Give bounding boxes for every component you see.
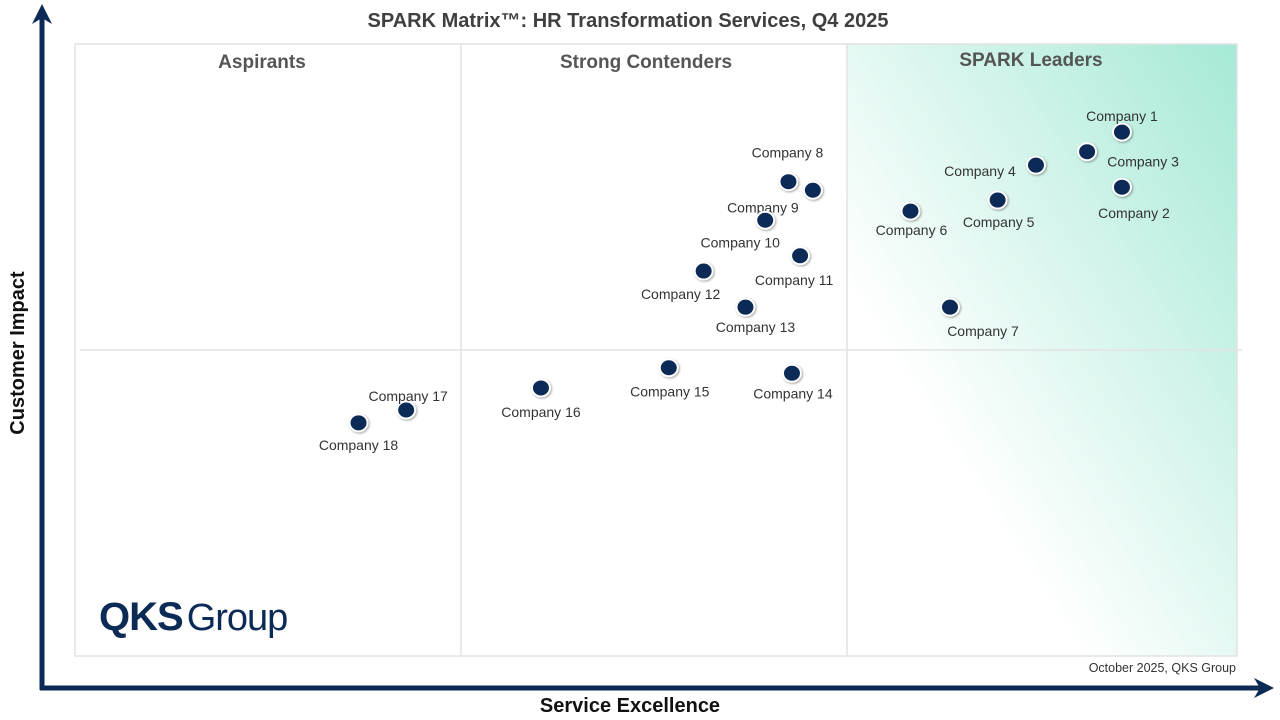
data-point-label: Company 1 xyxy=(1086,108,1158,124)
data-point xyxy=(755,210,776,230)
footnote: October 2025, QKS Group xyxy=(1089,661,1236,675)
data-point-label: Company 18 xyxy=(319,437,399,453)
logo-brand-light: Group xyxy=(187,597,288,639)
data-point xyxy=(348,413,369,433)
y-axis-label: Customer Impact xyxy=(7,271,29,435)
data-point-label: Company 3 xyxy=(1107,154,1179,170)
data-point-label: Company 16 xyxy=(501,404,581,420)
data-point xyxy=(778,172,799,192)
data-point-label: Company 12 xyxy=(641,286,721,302)
data-point xyxy=(658,358,679,378)
x-axis-label: Service Excellence xyxy=(540,695,720,717)
data-point xyxy=(530,378,551,398)
data-point-label: Company 5 xyxy=(963,214,1035,230)
data-point xyxy=(900,201,921,221)
data-point-label: Company 10 xyxy=(701,234,781,250)
data-point xyxy=(939,297,960,317)
data-point xyxy=(781,363,802,383)
chart-title: SPARK Matrix™: HR Transformation Service… xyxy=(368,10,889,32)
data-point-label: Company 15 xyxy=(630,384,710,400)
data-point xyxy=(396,400,417,420)
data-point xyxy=(1025,155,1046,175)
data-point xyxy=(790,246,811,266)
data-point-label: Company 6 xyxy=(876,222,948,238)
data-point-label: Company 9 xyxy=(727,199,799,215)
data-point-label: Company 14 xyxy=(753,385,833,401)
data-point xyxy=(802,180,823,200)
data-point xyxy=(987,190,1008,210)
data-point-label: Company 17 xyxy=(368,388,448,404)
data-point xyxy=(693,261,714,281)
data-point-label: Company 7 xyxy=(947,323,1019,339)
data-point-label: Company 11 xyxy=(755,272,834,288)
qks-group-logo: QKS Group xyxy=(99,595,288,639)
quadrant-label-strong-contenders: Strong Contenders xyxy=(560,52,732,73)
data-point xyxy=(735,297,756,317)
data-point-label: Company 4 xyxy=(944,163,1016,179)
data-point-label: Company 2 xyxy=(1098,205,1170,221)
data-point-label: Company 13 xyxy=(716,319,796,335)
quadrant-label-aspirants: Aspirants xyxy=(218,52,306,73)
data-point xyxy=(1111,122,1132,142)
data-point-label: Company 8 xyxy=(752,145,824,161)
data-points: Company 1 Company 2 Company 3 Company 4 Comp… xyxy=(319,108,1179,453)
quadrant-label-spark-leaders: SPARK Leaders xyxy=(959,50,1102,71)
data-point xyxy=(1111,177,1132,197)
data-point xyxy=(1077,142,1098,162)
logo-brand-bold: QKS xyxy=(99,595,183,639)
